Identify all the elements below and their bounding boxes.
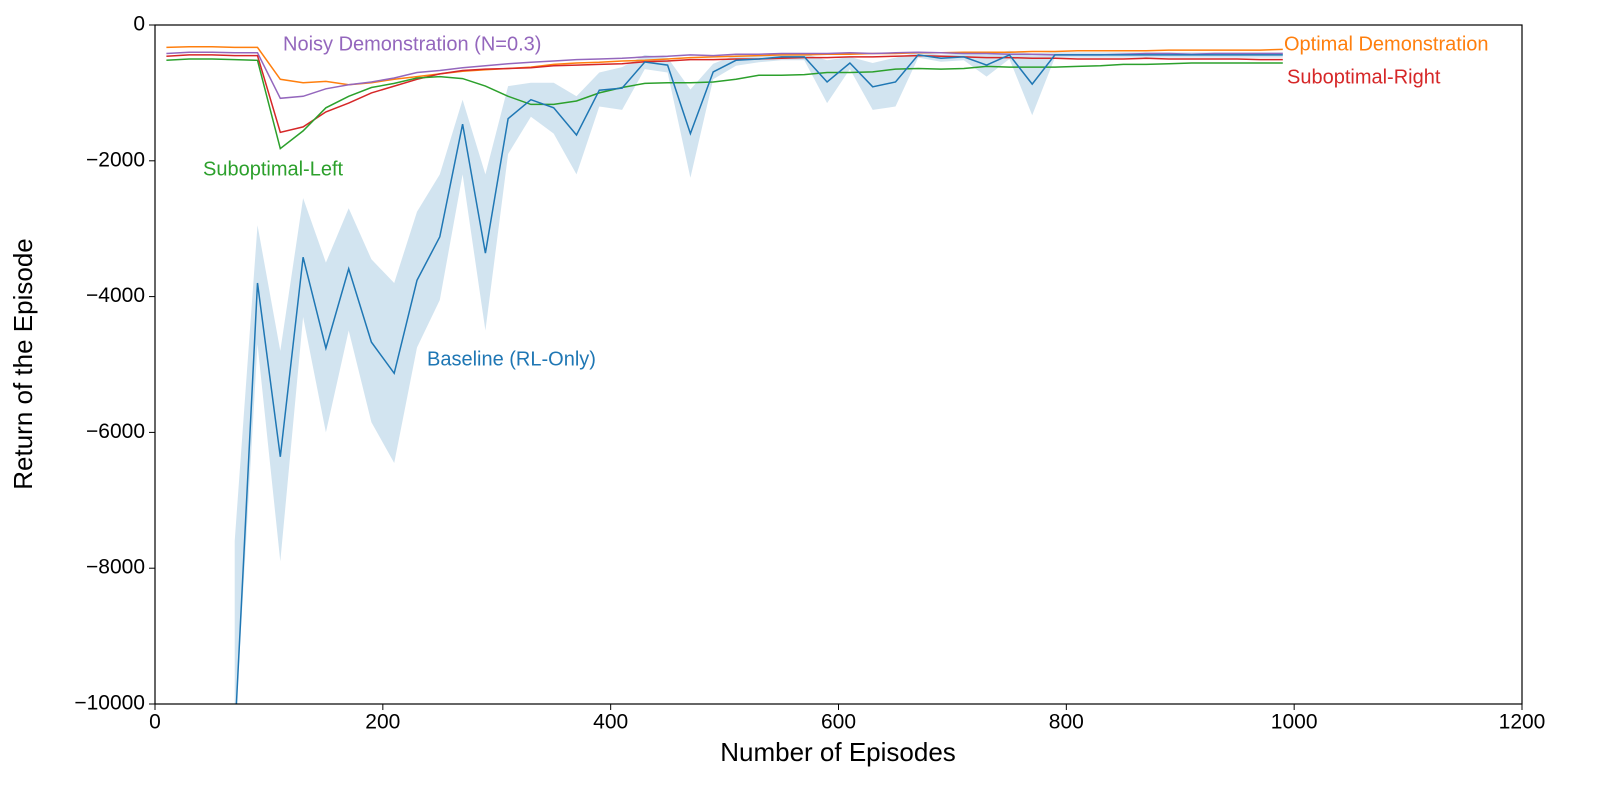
y-tick-label: −4000 (86, 284, 145, 307)
series-label: Baseline (RL-Only) (427, 348, 596, 370)
x-tick-label: 1200 (1499, 711, 1546, 734)
series-label: Optimal Demonstration (1284, 33, 1489, 55)
y-axis-label: Return of the Episode (8, 238, 38, 490)
y-tick-label: −2000 (86, 148, 145, 171)
x-tick-label: 800 (1049, 711, 1084, 734)
y-tick-label: −8000 (86, 556, 145, 579)
x-tick-label: 0 (149, 711, 161, 734)
x-tick-label: 1000 (1271, 711, 1318, 734)
series-label: Suboptimal-Left (203, 158, 344, 180)
y-tick-label: −10000 (74, 692, 145, 715)
series-label: Suboptimal-Right (1287, 66, 1441, 88)
x-tick-label: 600 (821, 711, 856, 734)
series-label: Noisy Demonstration (N=0.3) (283, 33, 541, 55)
series-line (235, 53, 1283, 704)
x-tick-label: 400 (593, 711, 628, 734)
x-tick-label: 200 (365, 711, 400, 734)
series-line (166, 58, 1283, 150)
series-line (166, 54, 1283, 134)
x-axis-label: Number of Episodes (720, 737, 956, 767)
confidence-band (234, 50, 1283, 704)
y-tick-label: −6000 (86, 420, 145, 443)
y-tick-label: 0 (133, 13, 145, 36)
